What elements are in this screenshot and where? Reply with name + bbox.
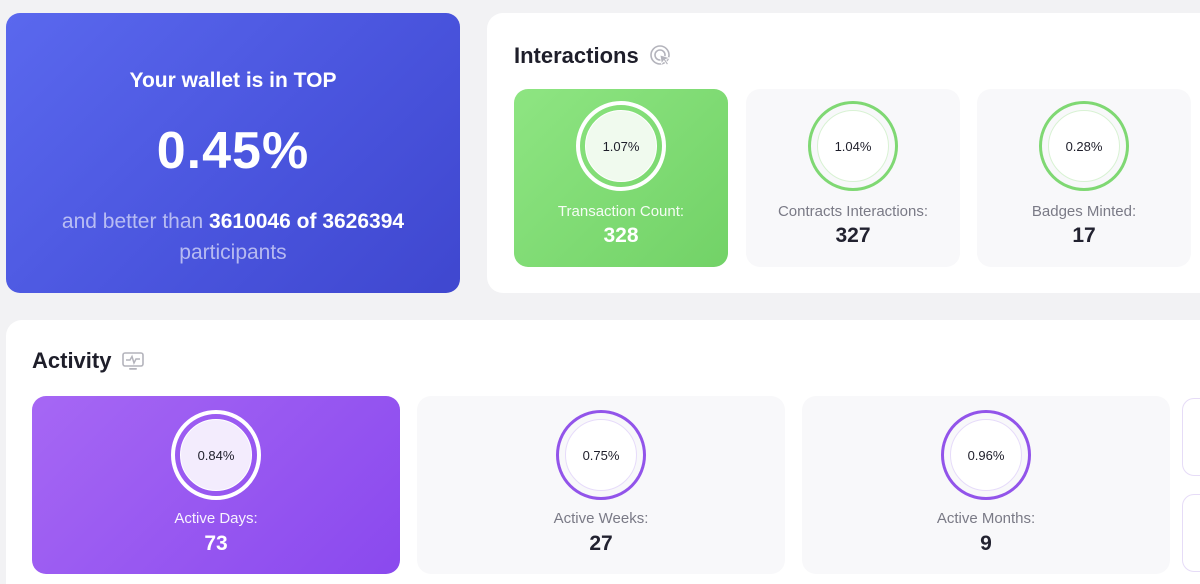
rank-description: and better than 3610046 of 3626394 parti… — [26, 206, 440, 268]
stat-label: Active Days: — [174, 510, 258, 527]
interactions-card: Interactions 1.07% Transaction Count: 32… — [487, 13, 1200, 293]
stat-label: Active Weeks: — [553, 510, 649, 527]
activity-header: Activity — [32, 348, 145, 374]
stat-value: 27 — [589, 532, 613, 555]
percent-value: 0.28% — [1048, 110, 1120, 182]
percent-value: 0.96% — [950, 419, 1022, 491]
percent-value: 1.07% — [585, 110, 657, 182]
percent-value: 0.75% — [565, 419, 637, 491]
stat-label: Badges Minted: — [1031, 203, 1137, 220]
stat-tile-cutoff[interactable] — [1182, 494, 1200, 572]
stat-tile-active-days[interactable]: 0.84% Active Days: 73 — [32, 396, 400, 574]
stat-tile-cutoff[interactable] — [1182, 398, 1200, 476]
rank-percentage: 0.45% — [156, 122, 310, 180]
interactions-header: Interactions — [514, 43, 673, 69]
stat-tile-active-months[interactable]: 0.96% Active Months: 9 — [802, 396, 1170, 574]
activity-card: Activity 0.84% Active Days: 73 0.75% Act… — [6, 320, 1200, 584]
percent-value: 1.04% — [817, 110, 889, 182]
percent-ring: 1.04% — [808, 101, 898, 191]
stat-value: 327 — [835, 224, 871, 247]
interactions-title: Interactions — [514, 43, 639, 68]
stat-label: Active Months: — [936, 510, 1036, 527]
percent-ring: 0.84% — [171, 410, 261, 500]
percent-ring: 0.28% — [1039, 101, 1129, 191]
percent-ring: 1.07% — [576, 101, 666, 191]
percent-ring: 0.75% — [556, 410, 646, 500]
activity-title: Activity — [32, 348, 112, 373]
rank-suffix: participants — [179, 241, 287, 264]
rank-total-count: 3626394 — [322, 210, 405, 233]
rank-title: Your wallet is in TOP — [129, 69, 337, 92]
cursor-click-icon — [649, 44, 673, 68]
stat-label: Contracts Interactions: — [777, 203, 929, 220]
rank-prefix: and better than — [61, 210, 204, 233]
percent-value: 0.84% — [180, 419, 252, 491]
stat-value: 73 — [204, 532, 228, 555]
stat-value: 17 — [1072, 224, 1096, 247]
stat-tile-contracts-interactions[interactable]: 1.04% Contracts Interactions: 327 — [746, 89, 960, 267]
monitor-pulse-icon — [121, 349, 145, 373]
stat-value: 328 — [603, 224, 639, 247]
stat-tile-active-weeks[interactable]: 0.75% Active Weeks: 27 — [417, 396, 785, 574]
rank-better-than-count: 3610046 — [209, 210, 291, 233]
stat-tile-badges-minted[interactable]: 0.28% Badges Minted: 17 — [977, 89, 1191, 267]
stat-tile-transaction-count[interactable]: 1.07% Transaction Count: 328 — [514, 89, 728, 267]
percent-ring: 0.96% — [941, 410, 1031, 500]
wallet-rank-card: Your wallet is in TOP 0.45% and better t… — [6, 13, 460, 293]
stat-label: Transaction Count: — [557, 203, 685, 220]
stat-value: 9 — [980, 532, 992, 555]
rank-of-word: of — [296, 210, 317, 233]
